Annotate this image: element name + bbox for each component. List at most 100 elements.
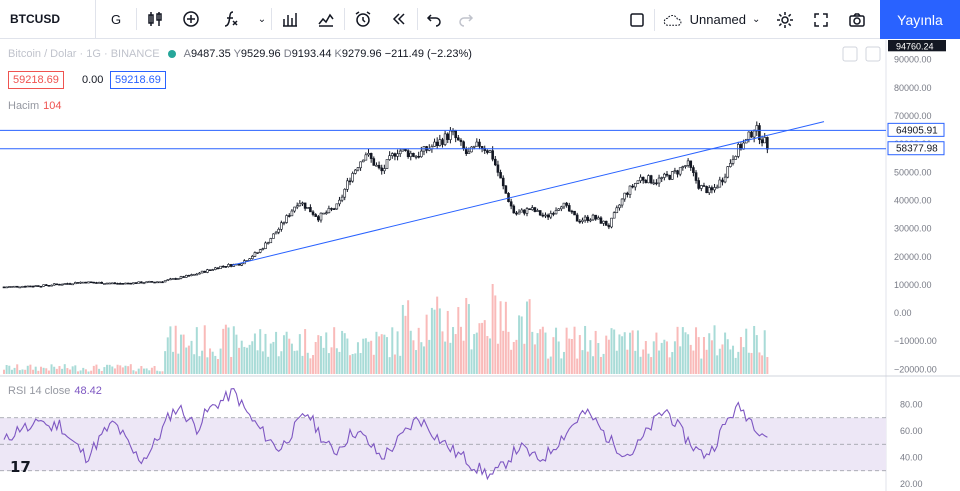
settings-button[interactable] <box>767 0 803 39</box>
alert-button[interactable] <box>345 0 381 39</box>
candle-body <box>206 269 209 273</box>
volume-bar <box>153 366 156 374</box>
candle-body <box>697 180 700 189</box>
symbol-search-button[interactable]: BTCUSD <box>0 0 96 39</box>
volume-bar <box>243 346 246 374</box>
square-icon <box>630 12 644 27</box>
volume-bar <box>396 331 399 374</box>
candle-body <box>665 173 669 176</box>
line-chart-icon <box>318 13 334 27</box>
candle-body <box>721 179 724 183</box>
price-axis-label: 10000.00 <box>894 280 932 290</box>
scroll-down-button <box>842 46 858 62</box>
candle-body <box>565 202 568 206</box>
candle-body <box>660 177 664 179</box>
candle-body <box>454 130 457 139</box>
volume-bar <box>164 351 167 374</box>
volume-bar <box>444 341 447 374</box>
layout-name-label: Unnamed <box>689 12 746 27</box>
candle-body <box>583 216 587 221</box>
candle-body <box>615 207 619 214</box>
candle-body <box>108 282 111 285</box>
fullscreen-button[interactable] <box>803 0 839 39</box>
volume-bar <box>108 364 111 374</box>
volume-bar <box>483 320 486 374</box>
indicators-button[interactable] <box>209 0 253 39</box>
fullscreen-toggle-button[interactable] <box>620 0 654 39</box>
horizontal-line-label: 64905.91 <box>896 125 938 136</box>
volume-bar <box>24 369 27 374</box>
price-chart[interactable]: 90000.0080000.0070000.0060000.0050000.00… <box>0 40 960 491</box>
volume-bar <box>713 325 716 374</box>
volume-bar <box>681 327 684 374</box>
volume-bar <box>285 331 288 374</box>
candle-body <box>763 137 767 144</box>
layout-name-button[interactable]: Unnamed ⌄ <box>655 0 767 39</box>
compare-button[interactable] <box>173 0 209 39</box>
volume-bar <box>420 342 423 374</box>
volume-bar <box>607 339 610 374</box>
replay-button[interactable] <box>381 0 417 39</box>
candle-body <box>464 148 468 154</box>
candle-body <box>472 145 476 148</box>
candle-body <box>414 155 418 158</box>
candle-body <box>393 153 397 157</box>
candle-body <box>13 285 16 288</box>
interval-button[interactable]: G <box>110 11 122 27</box>
volume-bar <box>16 364 19 374</box>
volume-bar <box>76 371 79 374</box>
candle-body <box>121 283 125 285</box>
volume-bar <box>449 342 452 374</box>
volume-bar <box>119 365 122 374</box>
candle-body <box>742 142 745 150</box>
volume-bar <box>528 299 531 374</box>
volume-bar <box>333 327 336 374</box>
volume-bar <box>430 307 433 374</box>
candle-body <box>668 174 671 180</box>
candle-body <box>58 283 61 286</box>
chart-area[interactable]: 90000.0080000.0070000.0060000.0050000.00… <box>0 40 960 491</box>
plus-circle-icon <box>183 11 199 27</box>
candle-body <box>501 177 505 187</box>
chevron-down-icon[interactable]: ⌄ <box>257 13 267 25</box>
volume-bar <box>375 331 378 374</box>
chart-type-button[interactable] <box>137 0 173 39</box>
volume-bar <box>732 345 735 374</box>
candle-body <box>134 282 138 284</box>
volume-bar <box>372 354 375 374</box>
volume-bar <box>290 343 293 374</box>
candle-body <box>44 284 48 286</box>
snapshot-button[interactable] <box>839 0 875 39</box>
publish-button[interactable]: Yayınla <box>880 0 960 39</box>
candle-body <box>174 278 177 280</box>
volume-bar <box>47 370 50 374</box>
volume-bar <box>533 344 536 374</box>
candle-body <box>140 281 143 284</box>
candle-body <box>467 151 471 154</box>
volume-bar <box>761 355 764 374</box>
candle-body <box>266 242 270 245</box>
volume-bar <box>193 354 196 374</box>
candle-body <box>663 173 666 178</box>
undo-button[interactable] <box>418 0 450 39</box>
templates-button[interactable] <box>272 0 308 39</box>
volume-bar <box>724 332 727 374</box>
volume-bar <box>454 334 457 374</box>
candle-body <box>766 137 769 150</box>
volume-bar <box>29 364 32 374</box>
volume-bar <box>63 364 66 374</box>
volume-legend-name: Hacim <box>8 100 40 112</box>
redo-button[interactable] <box>450 0 482 39</box>
candle-body <box>692 167 695 173</box>
candle-body <box>591 214 595 221</box>
alert-pattern-button[interactable] <box>308 0 344 39</box>
volume-bar <box>758 352 761 374</box>
buy-price-box[interactable]: 59218.69 <box>110 71 166 89</box>
candle-body <box>103 283 106 285</box>
candle-body <box>504 185 508 194</box>
camera-icon <box>849 12 865 27</box>
candle-body <box>155 281 159 284</box>
tradingview-logo-icon[interactable]: 17 <box>10 458 31 476</box>
candle-body <box>657 177 661 184</box>
sell-price-box[interactable]: 59218.69 <box>8 71 64 89</box>
